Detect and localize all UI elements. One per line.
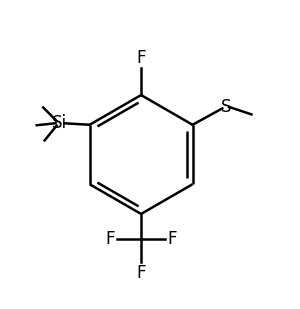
Text: F: F (167, 230, 176, 248)
Text: Si: Si (51, 114, 67, 132)
Text: S: S (221, 98, 231, 116)
Text: F: F (106, 230, 115, 248)
Text: F: F (136, 264, 146, 282)
Text: F: F (136, 49, 146, 67)
